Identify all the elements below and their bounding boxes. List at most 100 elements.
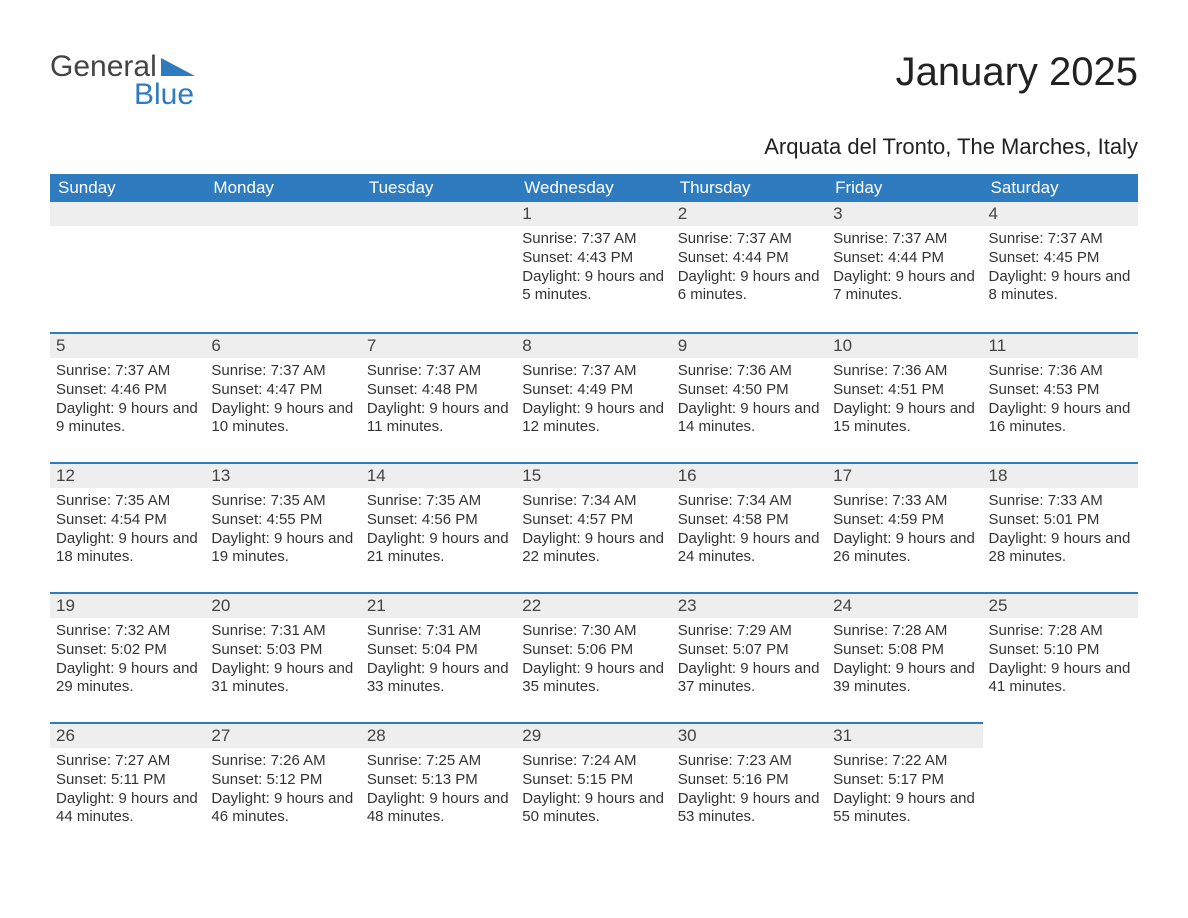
- day-details: Sunrise: 7:32 AMSunset: 5:02 PMDaylight:…: [50, 618, 205, 703]
- day-number: 10: [827, 332, 982, 358]
- calendar-day-cell: [50, 202, 205, 332]
- calendar-day-cell: 27Sunrise: 7:26 AMSunset: 5:12 PMDayligh…: [205, 722, 360, 852]
- sunrise-line: Sunrise: 7:27 AM: [56, 752, 199, 771]
- calendar-day-cell: 25Sunrise: 7:28 AMSunset: 5:10 PMDayligh…: [983, 592, 1138, 722]
- sunrise-line: Sunrise: 7:30 AM: [522, 622, 665, 641]
- daylight-line: Daylight: 9 hours and 41 minutes.: [989, 660, 1132, 698]
- calendar-day-cell: 24Sunrise: 7:28 AMSunset: 5:08 PMDayligh…: [827, 592, 982, 722]
- calendar-day-cell: 5Sunrise: 7:37 AMSunset: 4:46 PMDaylight…: [50, 332, 205, 462]
- sunset-line: Sunset: 4:53 PM: [989, 381, 1132, 400]
- calendar-day-cell: 20Sunrise: 7:31 AMSunset: 5:03 PMDayligh…: [205, 592, 360, 722]
- sunset-line: Sunset: 5:16 PM: [678, 771, 821, 790]
- calendar-day-cell: 7Sunrise: 7:37 AMSunset: 4:48 PMDaylight…: [361, 332, 516, 462]
- day-number: 20: [205, 592, 360, 618]
- daylight-line: Daylight: 9 hours and 28 minutes.: [989, 530, 1132, 568]
- day-number: 26: [50, 722, 205, 748]
- sunrise-line: Sunrise: 7:37 AM: [367, 362, 510, 381]
- calendar-day-cell: 11Sunrise: 7:36 AMSunset: 4:53 PMDayligh…: [983, 332, 1138, 462]
- day-details: Sunrise: 7:23 AMSunset: 5:16 PMDaylight:…: [672, 748, 827, 833]
- daylight-line: Daylight: 9 hours and 48 minutes.: [367, 790, 510, 828]
- day-details: Sunrise: 7:33 AMSunset: 4:59 PMDaylight:…: [827, 488, 982, 573]
- day-details: Sunrise: 7:37 AMSunset: 4:47 PMDaylight:…: [205, 358, 360, 443]
- calendar-day-cell: 12Sunrise: 7:35 AMSunset: 4:54 PMDayligh…: [50, 462, 205, 592]
- sunset-line: Sunset: 5:08 PM: [833, 641, 976, 660]
- calendar-week-row: 12Sunrise: 7:35 AMSunset: 4:54 PMDayligh…: [50, 462, 1138, 592]
- calendar-day-cell: 6Sunrise: 7:37 AMSunset: 4:47 PMDaylight…: [205, 332, 360, 462]
- calendar-day-cell: 8Sunrise: 7:37 AMSunset: 4:49 PMDaylight…: [516, 332, 671, 462]
- calendar-week-row: 19Sunrise: 7:32 AMSunset: 5:02 PMDayligh…: [50, 592, 1138, 722]
- day-details: Sunrise: 7:27 AMSunset: 5:11 PMDaylight:…: [50, 748, 205, 833]
- day-number: 23: [672, 592, 827, 618]
- day-details: Sunrise: 7:26 AMSunset: 5:12 PMDaylight:…: [205, 748, 360, 833]
- sunrise-line: Sunrise: 7:37 AM: [833, 230, 976, 249]
- day-number: 19: [50, 592, 205, 618]
- sunrise-line: Sunrise: 7:36 AM: [989, 362, 1132, 381]
- day-details: Sunrise: 7:28 AMSunset: 5:10 PMDaylight:…: [983, 618, 1138, 703]
- sunset-line: Sunset: 4:55 PM: [211, 511, 354, 530]
- calendar-day-cell: 14Sunrise: 7:35 AMSunset: 4:56 PMDayligh…: [361, 462, 516, 592]
- day-number: 17: [827, 462, 982, 488]
- sunset-line: Sunset: 4:47 PM: [211, 381, 354, 400]
- daylight-line: Daylight: 9 hours and 8 minutes.: [989, 268, 1132, 306]
- day-details: Sunrise: 7:25 AMSunset: 5:13 PMDaylight:…: [361, 748, 516, 833]
- sunrise-line: Sunrise: 7:37 AM: [522, 362, 665, 381]
- sunset-line: Sunset: 5:13 PM: [367, 771, 510, 790]
- sunrise-line: Sunrise: 7:34 AM: [678, 492, 821, 511]
- daylight-line: Daylight: 9 hours and 5 minutes.: [522, 268, 665, 306]
- sunrise-line: Sunrise: 7:36 AM: [678, 362, 821, 381]
- day-number: 30: [672, 722, 827, 748]
- day-number: 29: [516, 722, 671, 748]
- day-number: 18: [983, 462, 1138, 488]
- calendar-day-cell: [205, 202, 360, 332]
- calendar-day-cell: 10Sunrise: 7:36 AMSunset: 4:51 PMDayligh…: [827, 332, 982, 462]
- sunset-line: Sunset: 5:04 PM: [367, 641, 510, 660]
- sunrise-line: Sunrise: 7:23 AM: [678, 752, 821, 771]
- day-number: 5: [50, 332, 205, 358]
- calendar-day-cell: 22Sunrise: 7:30 AMSunset: 5:06 PMDayligh…: [516, 592, 671, 722]
- sunrise-line: Sunrise: 7:37 AM: [211, 362, 354, 381]
- daylight-line: Daylight: 9 hours and 37 minutes.: [678, 660, 821, 698]
- day-number: 16: [672, 462, 827, 488]
- sunset-line: Sunset: 4:59 PM: [833, 511, 976, 530]
- daylight-line: Daylight: 9 hours and 39 minutes.: [833, 660, 976, 698]
- day-details: Sunrise: 7:33 AMSunset: 5:01 PMDaylight:…: [983, 488, 1138, 573]
- daylight-line: Daylight: 9 hours and 26 minutes.: [833, 530, 976, 568]
- sunrise-line: Sunrise: 7:22 AM: [833, 752, 976, 771]
- daylight-line: Daylight: 9 hours and 11 minutes.: [367, 400, 510, 438]
- daylight-line: Daylight: 9 hours and 10 minutes.: [211, 400, 354, 438]
- sunset-line: Sunset: 4:48 PM: [367, 381, 510, 400]
- day-number: 6: [205, 332, 360, 358]
- daylight-line: Daylight: 9 hours and 50 minutes.: [522, 790, 665, 828]
- weekday-header: Thursday: [672, 174, 827, 202]
- daylight-line: Daylight: 9 hours and 12 minutes.: [522, 400, 665, 438]
- sunset-line: Sunset: 5:10 PM: [989, 641, 1132, 660]
- day-number: 27: [205, 722, 360, 748]
- day-details: Sunrise: 7:28 AMSunset: 5:08 PMDaylight:…: [827, 618, 982, 703]
- day-details: Sunrise: 7:36 AMSunset: 4:53 PMDaylight:…: [983, 358, 1138, 443]
- day-number: 24: [827, 592, 982, 618]
- logo: General Blue: [50, 50, 195, 112]
- sunrise-line: Sunrise: 7:31 AM: [211, 622, 354, 641]
- daylight-line: Daylight: 9 hours and 46 minutes.: [211, 790, 354, 828]
- weekday-header: Monday: [205, 174, 360, 202]
- sunset-line: Sunset: 4:58 PM: [678, 511, 821, 530]
- weekday-header: Wednesday: [516, 174, 671, 202]
- day-details: Sunrise: 7:29 AMSunset: 5:07 PMDaylight:…: [672, 618, 827, 703]
- sunrise-line: Sunrise: 7:29 AM: [678, 622, 821, 641]
- calendar-day-cell: 31Sunrise: 7:22 AMSunset: 5:17 PMDayligh…: [827, 722, 982, 852]
- day-details: Sunrise: 7:31 AMSunset: 5:03 PMDaylight:…: [205, 618, 360, 703]
- calendar-week-row: 26Sunrise: 7:27 AMSunset: 5:11 PMDayligh…: [50, 722, 1138, 852]
- header: General Blue January 2025: [50, 50, 1138, 112]
- sunset-line: Sunset: 4:43 PM: [522, 249, 665, 268]
- calendar-day-cell: [983, 722, 1138, 852]
- calendar-table: Sunday Monday Tuesday Wednesday Thursday…: [50, 174, 1138, 852]
- day-details: Sunrise: 7:35 AMSunset: 4:54 PMDaylight:…: [50, 488, 205, 573]
- daylight-line: Daylight: 9 hours and 33 minutes.: [367, 660, 510, 698]
- sunrise-line: Sunrise: 7:31 AM: [367, 622, 510, 641]
- calendar-day-cell: 3Sunrise: 7:37 AMSunset: 4:44 PMDaylight…: [827, 202, 982, 332]
- calendar-day-cell: 1Sunrise: 7:37 AMSunset: 4:43 PMDaylight…: [516, 202, 671, 332]
- day-details: Sunrise: 7:36 AMSunset: 4:51 PMDaylight:…: [827, 358, 982, 443]
- day-details: Sunrise: 7:24 AMSunset: 5:15 PMDaylight:…: [516, 748, 671, 833]
- day-number: 1: [516, 202, 671, 226]
- sunset-line: Sunset: 4:45 PM: [989, 249, 1132, 268]
